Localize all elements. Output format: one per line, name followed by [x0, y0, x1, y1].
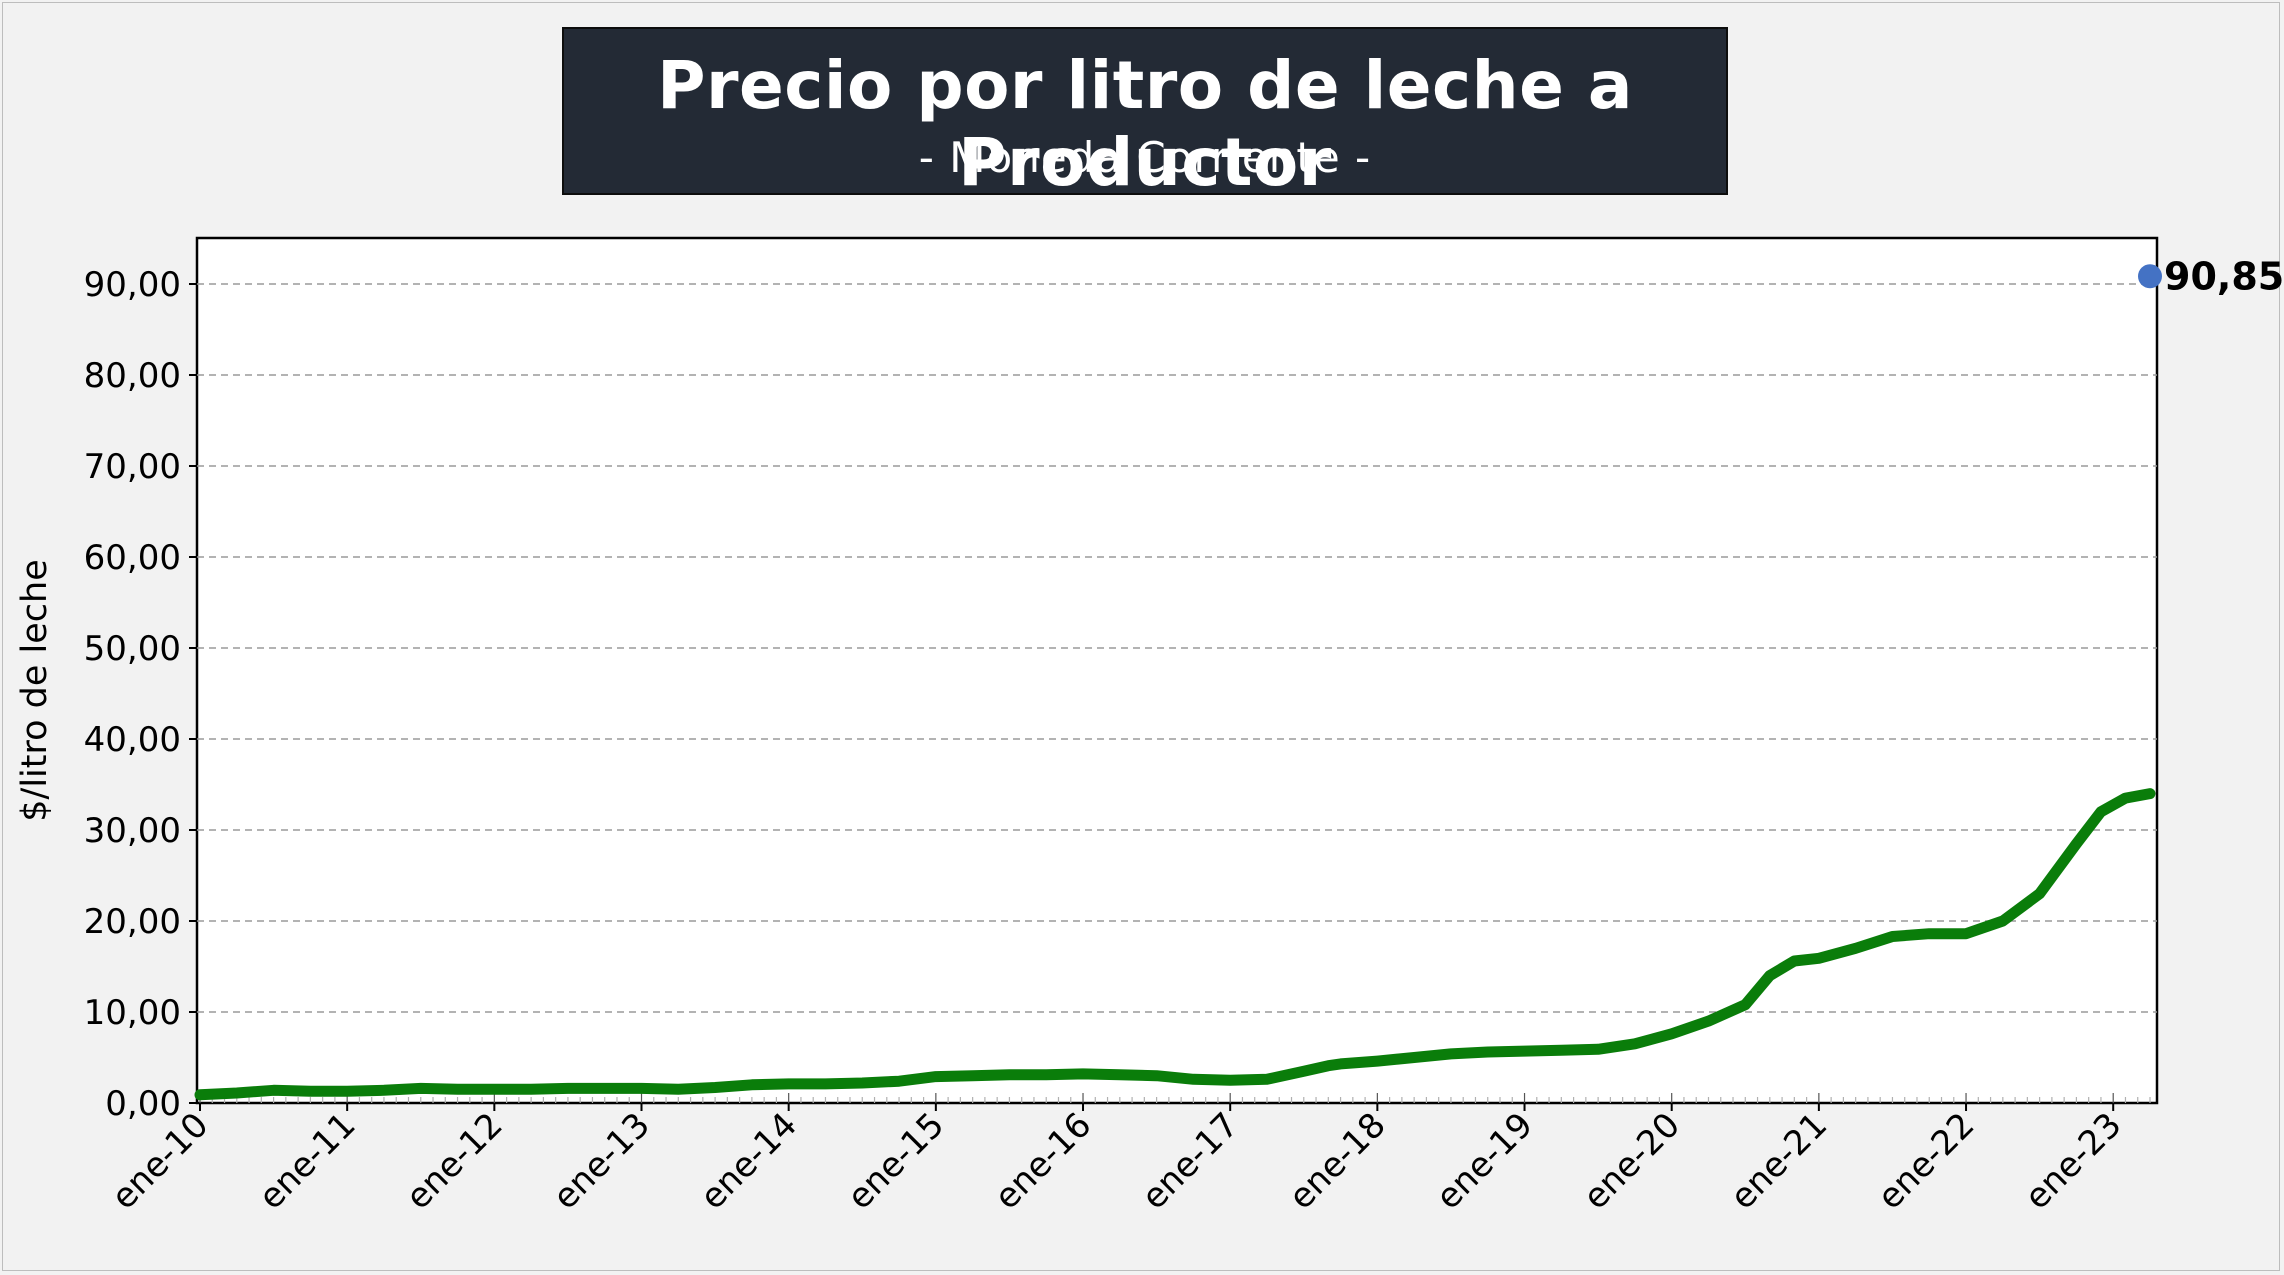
end-point-marker	[2138, 264, 2162, 289]
y-tick-label: 10,00	[84, 993, 181, 1033]
x-tick-label: ene-20	[1576, 1105, 1688, 1217]
chart-title: Precio por litro de leche a Productor	[657, 47, 1633, 201]
series-line	[194, 788, 2156, 1101]
x-tick-label: ene-14	[693, 1105, 805, 1217]
x-tick-label: ene-15	[840, 1105, 952, 1217]
y-axis-label: $/litro de leche	[15, 559, 55, 821]
y-tick-label: 60,00	[84, 538, 181, 578]
x-tick-label: ene-23	[2017, 1105, 2129, 1217]
chart-title-box: Precio por litro de leche a Productor - …	[562, 27, 1728, 201]
y-tick-label: 40,00	[84, 720, 181, 760]
x-tick-label: ene-21	[1723, 1105, 1835, 1217]
x-tick-label: ene-12	[398, 1105, 510, 1217]
y-tick-label: 20,00	[84, 902, 181, 942]
x-tick-label: ene-13	[545, 1105, 657, 1217]
y-tick-label: 50,00	[84, 629, 181, 669]
y-tick-label: 80,00	[84, 356, 181, 396]
chart-subtitle: - Moneda Corriente -	[918, 133, 1372, 182]
y-tick-label: 70,00	[84, 447, 181, 487]
x-tick-label: ene-16	[987, 1105, 1099, 1217]
y-tick-label: 90,00	[84, 265, 181, 305]
y-tick-label: 0,00	[105, 1084, 181, 1124]
y-tick-label: 30,00	[84, 811, 181, 851]
end-point-label: 90,85	[2164, 254, 2284, 298]
x-tick-label: ene-17	[1134, 1105, 1246, 1217]
plot-background	[195, 236, 2159, 1105]
x-tick-label: ene-11	[251, 1105, 363, 1217]
x-tick-label: ene-22	[1870, 1105, 1982, 1217]
x-tick-label: ene-18	[1281, 1105, 1393, 1217]
plot-area: 0,00 10,00 20,00 30,00 40,00 50,00 60,00 70,00 8…	[84, 236, 2284, 1217]
x-tick-label: ene-19	[1429, 1105, 1541, 1217]
